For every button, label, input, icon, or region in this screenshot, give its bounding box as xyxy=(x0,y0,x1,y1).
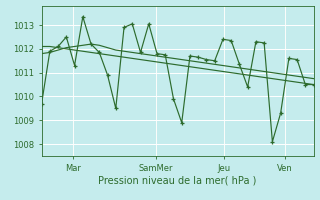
X-axis label: Pression niveau de la mer( hPa ): Pression niveau de la mer( hPa ) xyxy=(99,175,257,185)
